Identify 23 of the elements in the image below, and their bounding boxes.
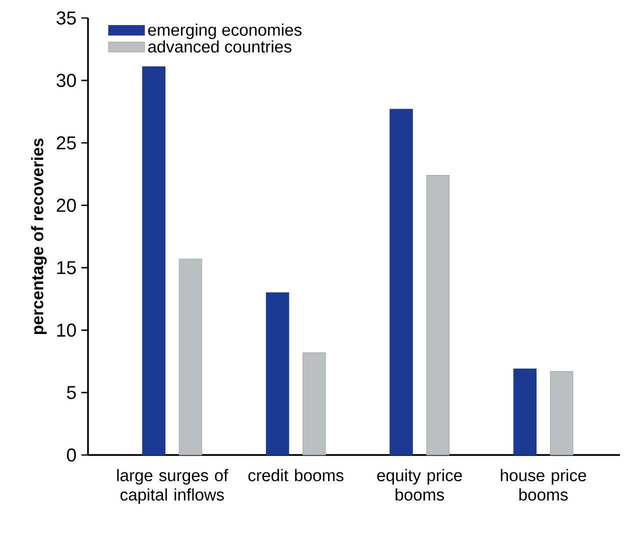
bar [142, 66, 166, 456]
y-tick-label: 35 [56, 11, 76, 25]
bar [302, 352, 326, 456]
bar [550, 371, 574, 456]
x-tick-label: house price booms [500, 469, 586, 501]
x-tick-label: large surges of capital inflows [117, 469, 228, 504]
bar [513, 368, 537, 456]
legend-label: emerging economies [148, 24, 302, 40]
y-tick-label: 10 [57, 324, 76, 337]
y-axis-title: percentage of recoveries [31, 138, 47, 334]
y-tick-label: 30 [56, 74, 76, 88]
y-tick-label: 25 [56, 136, 76, 150]
y-tick-label: 20 [56, 198, 76, 212]
bar [426, 175, 450, 456]
x-tick-label: equity price booms [377, 469, 462, 501]
y-tick-label: 15 [57, 261, 76, 274]
legend-label: advanced countries [148, 40, 292, 53]
bar [266, 292, 290, 456]
x-tick-label: credit booms [248, 469, 344, 482]
y-tick-label: 5 [66, 386, 76, 400]
y-tick-label: 0 [66, 448, 76, 462]
bar [390, 108, 413, 456]
bar [178, 258, 202, 456]
